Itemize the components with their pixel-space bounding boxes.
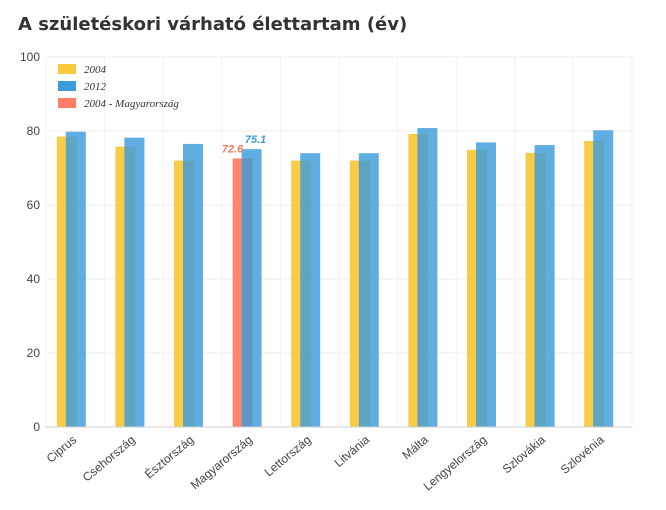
bar-2012[interactable] <box>593 130 614 427</box>
data-label: 75.1 <box>245 134 266 146</box>
x-tick-label: Lettország <box>262 433 314 480</box>
bar-2012[interactable] <box>417 128 438 428</box>
legend-swatch[interactable] <box>58 81 76 91</box>
bar-2012[interactable] <box>65 131 86 428</box>
bar-2012[interactable] <box>358 153 379 427</box>
y-tick-label: 80 <box>27 124 41 138</box>
legend[interactable]: 2004 2012 2004 - Magyarország <box>58 64 179 110</box>
chart-title: A születéskori várható élettartam (év) <box>18 14 408 35</box>
bar-2012[interactable] <box>124 137 145 427</box>
y-tick-label: 20 <box>27 346 41 360</box>
x-tick-label: Észtország <box>141 432 196 482</box>
y-tick-label: 0 <box>33 420 40 434</box>
bar-2012[interactable] <box>183 143 203 427</box>
bar-2012[interactable] <box>300 153 321 427</box>
data-label: 72.6 <box>222 143 244 155</box>
legend-label[interactable]: 2012 <box>84 81 107 93</box>
x-tick-label: Magyarország <box>188 433 255 493</box>
y-tick-label: 100 <box>20 50 40 64</box>
x-tick-label: Szlovákia <box>500 432 549 476</box>
x-tick-label: Lengyelország <box>421 433 490 494</box>
x-tick-label: Ciprus <box>44 433 80 466</box>
x-tick-label: Szlovénia <box>558 432 607 476</box>
y-tick-label: 60 <box>27 198 41 212</box>
legend-swatch[interactable] <box>58 64 76 74</box>
data-labels: 72.675.1 <box>222 134 266 155</box>
y-tick-label: 40 <box>27 272 41 286</box>
bar-2012[interactable] <box>534 145 555 427</box>
bars <box>56 128 614 428</box>
x-tick-label: Málta <box>399 432 431 462</box>
x-tick-label: Csehország <box>80 433 138 485</box>
legend-swatch[interactable] <box>58 98 76 108</box>
x-tick-label: Litvánia <box>332 432 373 470</box>
bar-2012[interactable] <box>241 149 262 427</box>
bar-2012[interactable] <box>476 142 496 427</box>
legend-label[interactable]: 2004 <box>84 64 107 76</box>
legend-label[interactable]: 2004 - Magyarország <box>84 98 179 110</box>
